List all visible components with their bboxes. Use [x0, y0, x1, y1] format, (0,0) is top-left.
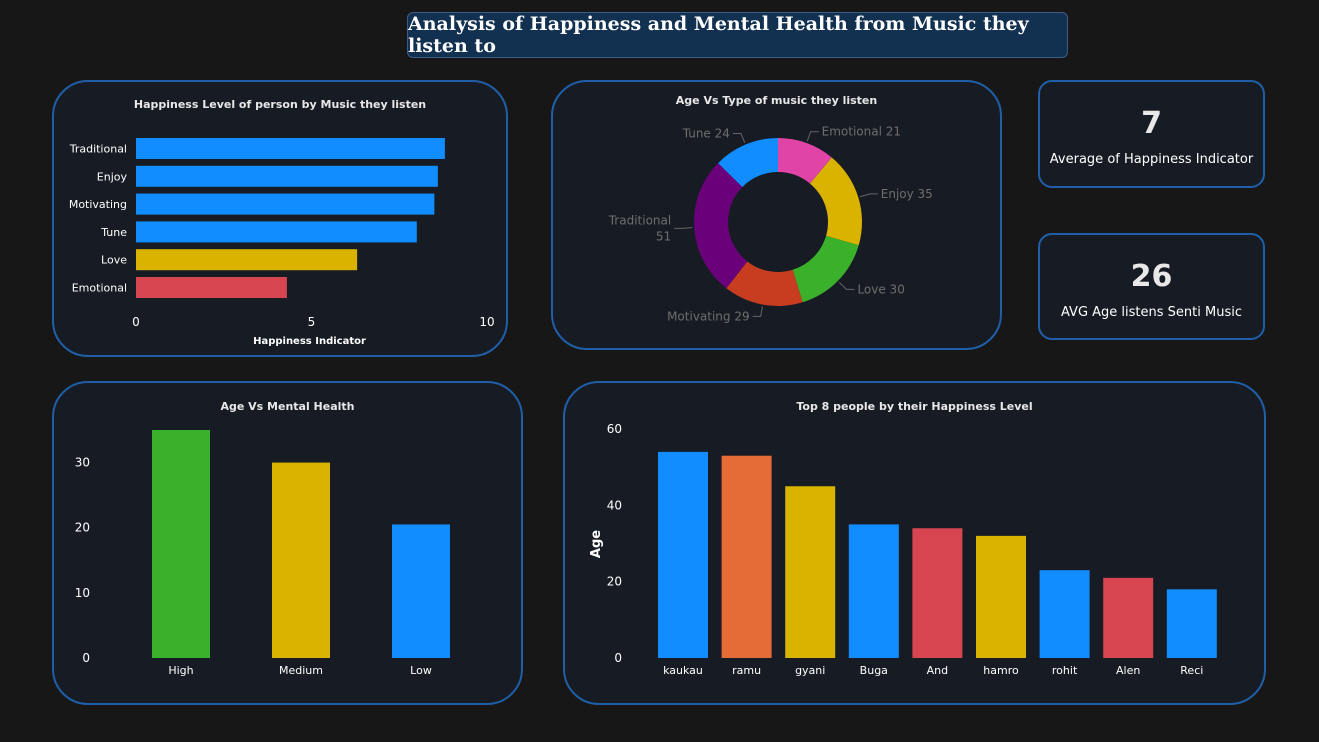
top8-people-panel[interactable]: Top 8 people by their Happiness Level 0 2…: [563, 381, 1266, 705]
category-label: High: [168, 664, 193, 677]
category-label: Alen: [1116, 664, 1140, 677]
bar: [976, 535, 1026, 658]
category-label: hamro: [983, 664, 1019, 677]
dashboard-title-banner: Analysis of Happiness and Mental Health …: [407, 12, 1068, 58]
y-tick-label: 30: [75, 456, 90, 470]
donut-slice: [809, 157, 862, 246]
happiness-indicator-value: 7: [1141, 106, 1162, 141]
avg-age-label: AVG Age listens Senti Music: [1061, 305, 1242, 320]
top8-people-chart: 0 20 40 60 Age kaukau ramu gyani Buga And hamro roh…: [589, 422, 1217, 677]
y-tick-label: 0: [614, 651, 622, 665]
category-label: ramu: [732, 664, 761, 677]
category-label: Buga: [860, 664, 888, 677]
dashboard-title: Analysis of Happiness and Mental Health …: [408, 13, 1029, 57]
category-label: Reci: [1180, 664, 1203, 677]
happiness-indicator-card[interactable]: 7 Average of Happiness Indicator: [1038, 80, 1265, 188]
x-axis-title: Happiness Indicator: [253, 336, 366, 347]
y-tick-label: 20: [75, 521, 90, 535]
x-tick-label: 5: [308, 315, 316, 329]
category-label: rohit: [1052, 664, 1078, 677]
bar: [136, 277, 287, 298]
bar: [272, 462, 330, 658]
bar: [136, 138, 445, 159]
category-label: Enjoy: [97, 170, 128, 183]
bar: [136, 249, 358, 271]
category-label: Love: [101, 254, 127, 267]
leader-line: [732, 132, 746, 143]
y-tick-label: 60: [607, 422, 622, 436]
bar: [721, 455, 772, 658]
donut-slice: [778, 138, 832, 184]
top8-people-title: Top 8 people by their Happiness Level: [796, 400, 1033, 413]
avg-age-value: 26: [1130, 259, 1173, 294]
category-label: kaukau: [663, 664, 703, 677]
donut-slice: [792, 235, 859, 303]
age-vs-music-type-chart: Emotional 21 Enjoy 35 Love 30 Motivating 29…: [608, 125, 933, 324]
category-label: Low: [410, 664, 432, 677]
slice-label: Love 30: [857, 282, 904, 296]
slice-label: Motivating 29: [667, 309, 750, 323]
category-label: Traditional: [69, 143, 127, 156]
age-vs-music-type-title: Age Vs Type of music they listen: [675, 94, 878, 107]
x-tick-label: 10: [479, 315, 494, 329]
bar: [136, 221, 417, 243]
bar: [136, 165, 438, 187]
leader-line: [752, 306, 763, 317]
age-vs-mental-health-title: Age Vs Mental Health: [220, 400, 355, 413]
y-tick-label: 10: [75, 586, 90, 600]
bar: [785, 486, 836, 658]
happiness-by-music-title: Happiness Level of person by Music they …: [133, 98, 427, 111]
bar: [136, 193, 435, 215]
category-label: Tune: [100, 226, 127, 239]
y-tick-label: 20: [607, 575, 622, 589]
bar: [1103, 577, 1154, 658]
category-label: Motivating: [69, 198, 127, 211]
slice-label: Traditional: [608, 213, 671, 227]
category-label: Medium: [279, 664, 323, 677]
leader-line: [860, 193, 878, 198]
leader-line: [838, 281, 855, 290]
age-vs-mental-health-panel[interactable]: Age Vs Mental Health 0 10 20 30 High Medium Lo…: [52, 381, 523, 705]
donut-slice: [694, 163, 748, 289]
age-vs-music-type-panel[interactable]: Age Vs Type of music they listen Emotion…: [551, 80, 1002, 350]
bar: [658, 451, 708, 658]
bar: [392, 524, 450, 658]
slice-label: Enjoy 35: [881, 187, 933, 201]
y-tick-label: 40: [607, 498, 622, 512]
category-label: Emotional: [72, 282, 127, 295]
leader-line: [806, 131, 819, 142]
avg-age-card[interactable]: 26 AVG Age listens Senti Music: [1038, 233, 1265, 340]
happiness-by-music-panel[interactable]: Happiness Level of person by Music they …: [52, 80, 508, 357]
bar: [1039, 570, 1090, 658]
y-axis-title: Age: [589, 530, 604, 558]
slice-label: Emotional 21: [822, 125, 901, 139]
category-label: gyani: [795, 664, 825, 677]
slice-label: 51: [656, 229, 671, 243]
category-label: And: [927, 664, 948, 677]
leader-line: [674, 227, 693, 229]
bar: [912, 528, 963, 658]
bar: [152, 430, 210, 658]
happiness-by-music-chart: Traditional Enjoy Motivating Tune Love Emotio…: [69, 138, 495, 347]
happiness-indicator-label: Average of Happiness Indicator: [1049, 152, 1254, 167]
bar: [1166, 589, 1217, 658]
y-tick-label: 0: [82, 651, 90, 665]
x-tick-label: 0: [132, 315, 140, 329]
slice-label: Tune 24: [682, 126, 730, 140]
donut-slice: [718, 138, 778, 187]
bar: [848, 524, 899, 658]
age-vs-mental-health-chart: 0 10 20 30 High Medium Low: [75, 430, 450, 677]
donut-slice: [726, 261, 803, 306]
